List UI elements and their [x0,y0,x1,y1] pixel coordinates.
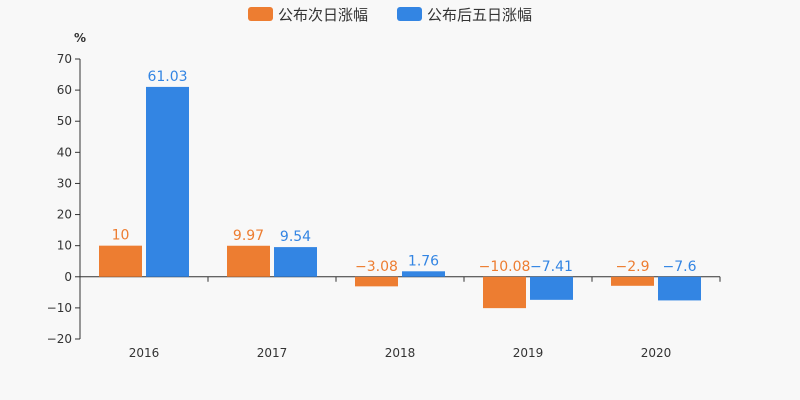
x-axis: 2016 2017 2018 2019 2020 [79,276,721,360]
data-label: −2.9 [616,259,650,275]
legend: 公布次日涨幅 公布后五日涨幅 [248,6,532,24]
bar[interactable] [146,86,189,277]
data-label: 1.76 [408,253,439,269]
x-tick-label: 2016 [129,346,160,360]
y-tick-label: 40 [57,145,72,159]
bars [99,86,701,309]
y-tick-label: −20 [47,332,72,346]
data-label: −7.6 [663,259,697,275]
y-axis-unit-label: % [74,31,86,45]
data-label: 9.97 [233,228,264,244]
legend-label[interactable]: 公布后五日涨幅 [427,6,532,24]
bar[interactable] [355,276,398,287]
bar[interactable] [530,276,573,300]
y-tick-label: 50 [57,114,72,128]
bar[interactable] [227,245,270,277]
y-tick-label: 60 [57,83,72,97]
x-tick-label: 2018 [385,346,416,360]
data-label: −7.41 [530,259,573,275]
y-axis: −20 −10 0 10 20 30 40 50 60 70 [47,52,81,346]
bar[interactable] [402,271,445,277]
data-label: 9.54 [280,229,311,245]
y-tick-label: 10 [57,239,72,253]
data-label: −3.08 [355,259,398,275]
bar[interactable] [274,247,317,277]
legend-label[interactable]: 公布次日涨幅 [278,6,368,24]
x-tick-label: 2019 [513,346,544,360]
legend-swatch[interactable] [248,7,273,21]
bar[interactable] [99,245,142,277]
data-label: −10.08 [479,259,531,275]
data-label: 61.03 [147,69,187,85]
data-labels: 10 9.97 −3.08 −10.08 −2.9 61.03 9.54 1.76 −7.41 −… [112,69,697,275]
bar[interactable] [658,276,701,301]
y-tick-label: 30 [57,176,72,190]
y-tick-label: 70 [57,52,72,66]
bar[interactable] [611,276,654,286]
x-tick-label: 2017 [257,346,288,360]
data-label: 10 [112,228,130,244]
y-tick-label: 0 [64,270,72,284]
x-tick-label: 2020 [641,346,672,360]
legend-swatch[interactable] [397,7,422,21]
y-tick-label: −10 [47,301,72,315]
y-tick-label: 20 [57,208,72,222]
bar[interactable] [483,276,526,309]
